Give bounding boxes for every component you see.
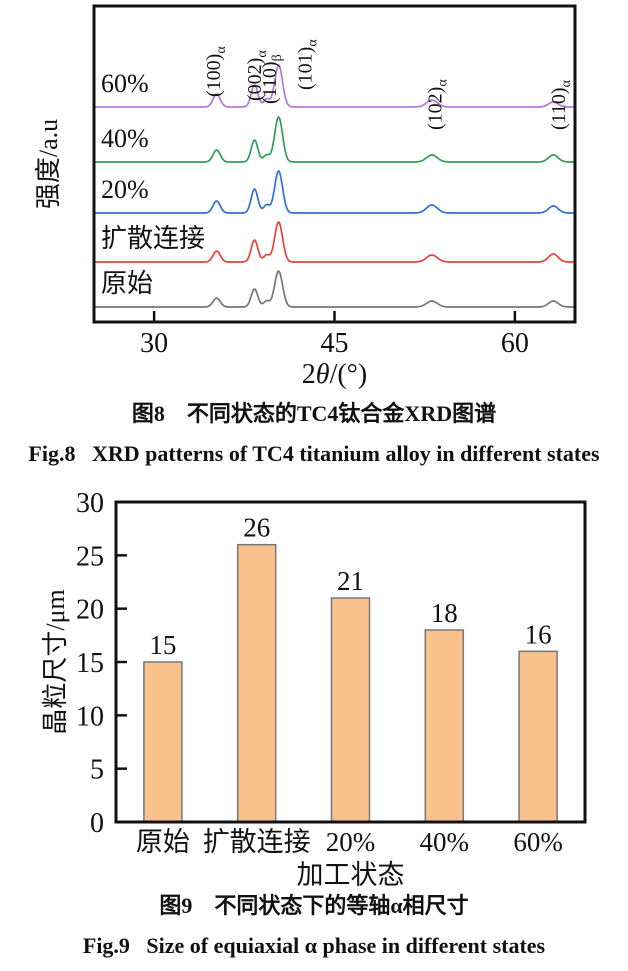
- figure9-caption-en: Fig.9 Size of equiaxial α phase in diffe…: [82, 933, 546, 958]
- xrd-trace-原始: [94, 270, 575, 308]
- xrd-series-label: 扩散连接: [101, 224, 205, 253]
- peak-label: (002)α: [244, 50, 270, 101]
- bar-value-label: 16: [525, 619, 552, 649]
- xrd-series-label: 60%: [101, 69, 149, 98]
- x-tick-label: 45: [321, 328, 349, 359]
- grain-size-bar-chart: 15 原始 26 扩散连接 21 20% 18 40% 16 60% 0 5 10 15 20 25 30 加工状…: [41, 488, 587, 890]
- bar-value-label: 21: [337, 566, 364, 596]
- peak-label: (110)β: [259, 54, 285, 104]
- bar-原始: [143, 661, 183, 823]
- y-tick-label: 15: [76, 648, 104, 679]
- xrd-trace-40%: [94, 116, 575, 163]
- xrd-series-label: 原始: [101, 269, 153, 298]
- y-tick-label: 30: [76, 488, 104, 519]
- xrd-series-label: 40%: [101, 124, 149, 153]
- xrd-plot-border: [92, 4, 577, 324]
- peak-label: (110)α: [548, 79, 574, 130]
- x-category-label: 40%: [420, 827, 470, 857]
- y-tick-label: 25: [76, 541, 104, 572]
- bar-value-label: 18: [431, 598, 458, 628]
- bar-value-label: 15: [149, 630, 176, 660]
- y-axis-title: 晶粒尺寸/μm: [41, 589, 70, 734]
- xrd-series-label: 20%: [101, 175, 149, 204]
- x-axis-title: 加工状态: [297, 860, 405, 890]
- bar-20%: [330, 597, 371, 823]
- x-category-label: 原始: [136, 827, 190, 857]
- x-category-label: 20%: [326, 827, 376, 857]
- x-tick-label: 30: [140, 328, 168, 359]
- xrd-trace-20%: [94, 170, 575, 214]
- bar-扩散连接: [236, 543, 277, 823]
- x-tick-label: 60: [501, 328, 529, 359]
- y-axis-title: 强度/a.u: [34, 119, 63, 209]
- peak-label: (102)α: [424, 79, 450, 130]
- bar-plot-border: [114, 500, 587, 824]
- x-category-label: 扩散连接: [203, 827, 311, 857]
- bar-value-label: 26: [243, 513, 270, 543]
- figure8-caption-en: Fig.8 XRD patterns of TC4 titanium alloy…: [28, 441, 600, 466]
- xrd-trace-60%: [94, 64, 575, 108]
- y-tick-label: 10: [76, 701, 104, 732]
- peak-label: (101)α: [294, 39, 320, 90]
- y-tick-label: 5: [90, 755, 104, 786]
- x-category-label: 60%: [513, 827, 563, 857]
- xrd-trace-扩散连接: [94, 221, 575, 263]
- figure8-caption-zh: 图8 不同状态的TC4钛合金XRD图谱: [131, 401, 497, 426]
- bar-40%: [424, 629, 465, 823]
- x-axis-title: 2θ/(°): [302, 359, 367, 390]
- y-tick-label: 20: [76, 595, 104, 626]
- bar-60%: [518, 650, 558, 823]
- y-tick-label: 0: [90, 808, 104, 839]
- figure9-caption-zh: 图9 不同状态下的等轴α相尺寸: [159, 893, 469, 918]
- peak-label: (100)α: [203, 46, 229, 97]
